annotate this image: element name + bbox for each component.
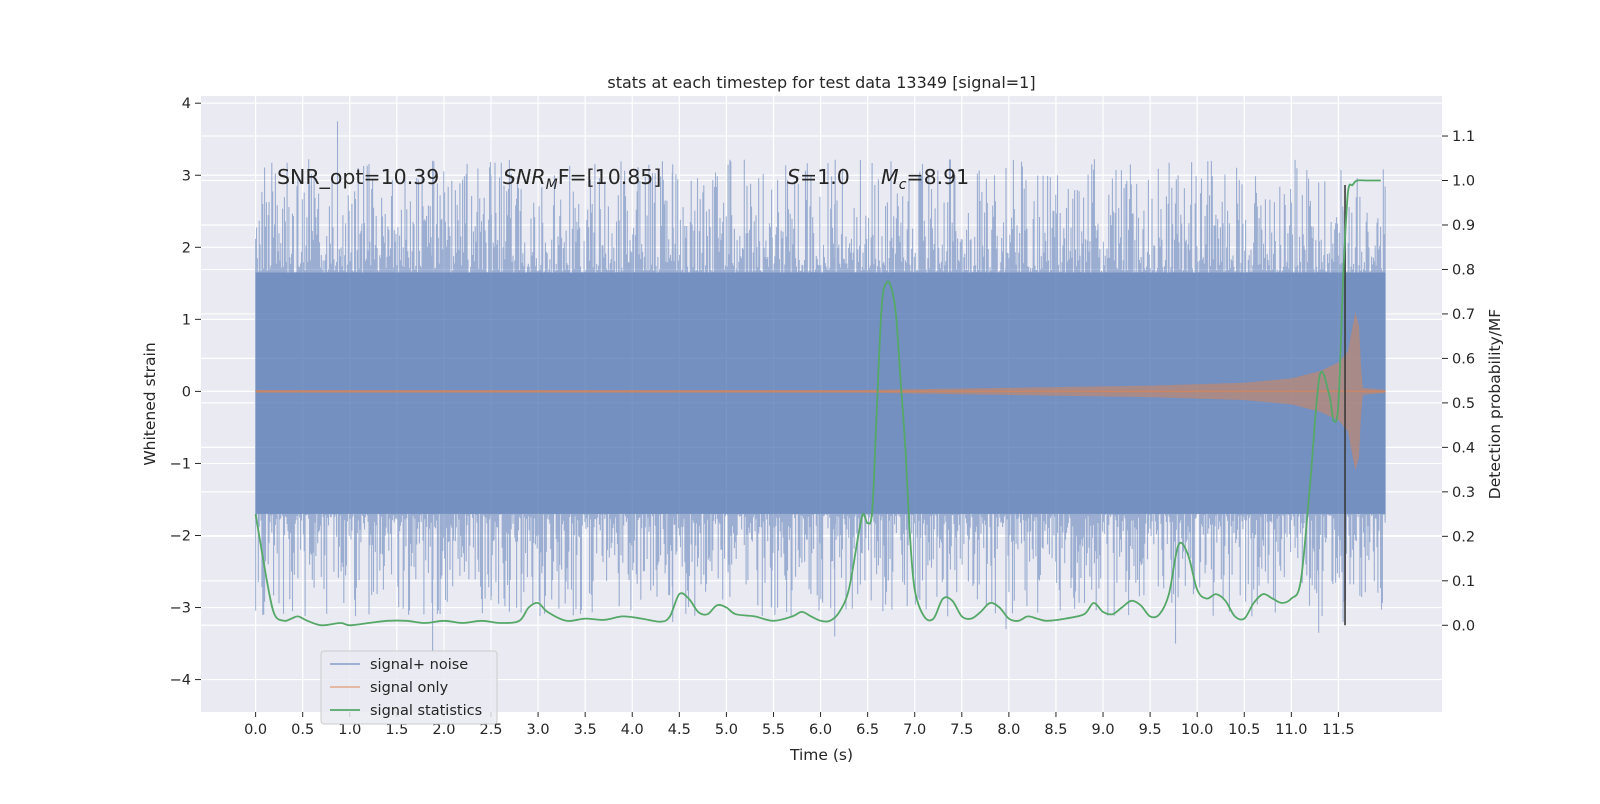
- signal-statistics-line: [254, 179, 1381, 627]
- x-tick-label: 3.0: [527, 722, 550, 738]
- y-axis-right-label: Detection probability/MF: [1486, 309, 1504, 500]
- y-axis-left-label: Whitened strain: [141, 342, 159, 465]
- y-tick-label-left: 0: [182, 384, 191, 400]
- y-axis-right: 1.1 1.0 0.9 0.8 0.7 0.6 0.5 0.4 0.3 0.2 0.1 0.0: [1442, 129, 1475, 634]
- x-tick-label: 7.5: [950, 722, 973, 738]
- snr-opt-annotation: SNR_opt=10.39: [277, 165, 439, 190]
- signal-noise-trace: [255, 121, 1386, 651]
- x-tick-label: 9.5: [1139, 722, 1162, 738]
- signal-statistics-series: [254, 179, 1381, 627]
- x-tick-label: 11.5: [1322, 722, 1354, 738]
- x-tick-label: 6.5: [856, 722, 879, 738]
- y-tick-label-left: 3: [182, 168, 191, 184]
- x-tick-label: 8.0: [997, 722, 1020, 738]
- legend-box: [320, 650, 498, 725]
- x-tick-label: 8.5: [1044, 722, 1067, 738]
- y-tick-label-right: 0.1: [1452, 574, 1475, 590]
- x-tick-label: 3.5: [574, 722, 597, 738]
- chart-title: stats at each timestep for test data 133…: [607, 73, 1035, 92]
- x-tick-label: 9.0: [1092, 722, 1115, 738]
- y-tick-label-left: −3: [170, 601, 191, 617]
- snr-mf-value: F=[10.85]: [558, 165, 662, 189]
- snr-mf-annotation: SNRMF=[10.85]: [503, 165, 661, 193]
- y-tick-label-right: 0.8: [1452, 262, 1475, 278]
- y-tick-label-left: −4: [170, 673, 191, 689]
- y-tick-label-right: 1.0: [1452, 174, 1475, 190]
- y-tick-label-right: 0.3: [1452, 485, 1475, 501]
- legend: signal+ noise signal only signal statist…: [320, 650, 498, 725]
- y-tick-label-right: 0.0: [1452, 618, 1475, 634]
- legend-label-signal-statistics: signal statistics: [370, 703, 482, 719]
- y-tick-label-right: 0.5: [1452, 396, 1475, 412]
- s-symbol: S: [787, 165, 800, 189]
- y-tick-label-right: 0.2: [1452, 529, 1475, 545]
- signal-only-series: [255, 312, 1386, 471]
- snr-mf-subscript: M: [546, 177, 558, 193]
- snr-mf-main: SNR: [503, 165, 546, 189]
- x-tick-label: 10.5: [1228, 722, 1260, 738]
- mc-symbol: M: [881, 165, 899, 189]
- s-annotation: S=1.0: [787, 165, 850, 189]
- y-tick-label-left: −2: [170, 528, 191, 544]
- mc-value: =8.91: [906, 165, 969, 189]
- x-tick-label: 2.0: [432, 722, 455, 738]
- x-tick-label: 4.5: [668, 722, 691, 738]
- y-tick-label-right: 1.1: [1452, 129, 1475, 145]
- y-tick-label-right: 0.6: [1452, 351, 1475, 367]
- mc-annotation: Mc=8.91: [881, 165, 969, 193]
- y-tick-label-right: 0.4: [1452, 440, 1475, 456]
- mc-subscript: c: [899, 177, 907, 193]
- x-tick-label: 4.0: [621, 722, 644, 738]
- y-tick-label-left: 1: [182, 312, 191, 328]
- annotations: SNR_opt=10.39 SNRMF=[10.85] S=1.0 Mc=8.9…: [277, 165, 969, 193]
- y-axis-left: 4 3 2 1 0 −1 −2 −3 −4: [170, 96, 201, 689]
- legend-label-signal-noise: signal+ noise: [370, 657, 468, 673]
- x-tick-label: 5.0: [715, 722, 738, 738]
- x-tick-label: 2.5: [479, 722, 502, 738]
- y-tick-label-left: −1: [170, 456, 191, 472]
- x-tick-label: 0.5: [291, 722, 314, 738]
- x-tick-label: 6.0: [809, 722, 832, 738]
- x-tick-label: 10.0: [1181, 722, 1213, 738]
- x-tick-label: 7.0: [903, 722, 926, 738]
- legend-label-signal-only: signal only: [370, 680, 449, 696]
- x-tick-label: 1.0: [338, 722, 361, 738]
- x-tick-label: 11.0: [1275, 722, 1307, 738]
- x-tick-label: 0.0: [244, 722, 267, 738]
- x-axis-label: Time (s): [789, 746, 853, 764]
- x-axis: 0.0 0.5 1.0 1.5 2.0 2.5 3.0 3.5 4.0 4.5 5.0 5.5 6.0 6…: [244, 712, 1355, 738]
- y-tick-label-right: 0.9: [1452, 218, 1475, 234]
- s-value: =1.0: [800, 165, 850, 189]
- x-tick-label: 5.5: [762, 722, 785, 738]
- y-tick-label-left: 2: [182, 240, 191, 256]
- x-tick-label: 1.5: [385, 722, 408, 738]
- y-tick-label-right: 0.7: [1452, 307, 1475, 323]
- snr-opt-text: SNR_opt=10.39: [277, 165, 439, 190]
- y-tick-label-left: 4: [182, 96, 191, 112]
